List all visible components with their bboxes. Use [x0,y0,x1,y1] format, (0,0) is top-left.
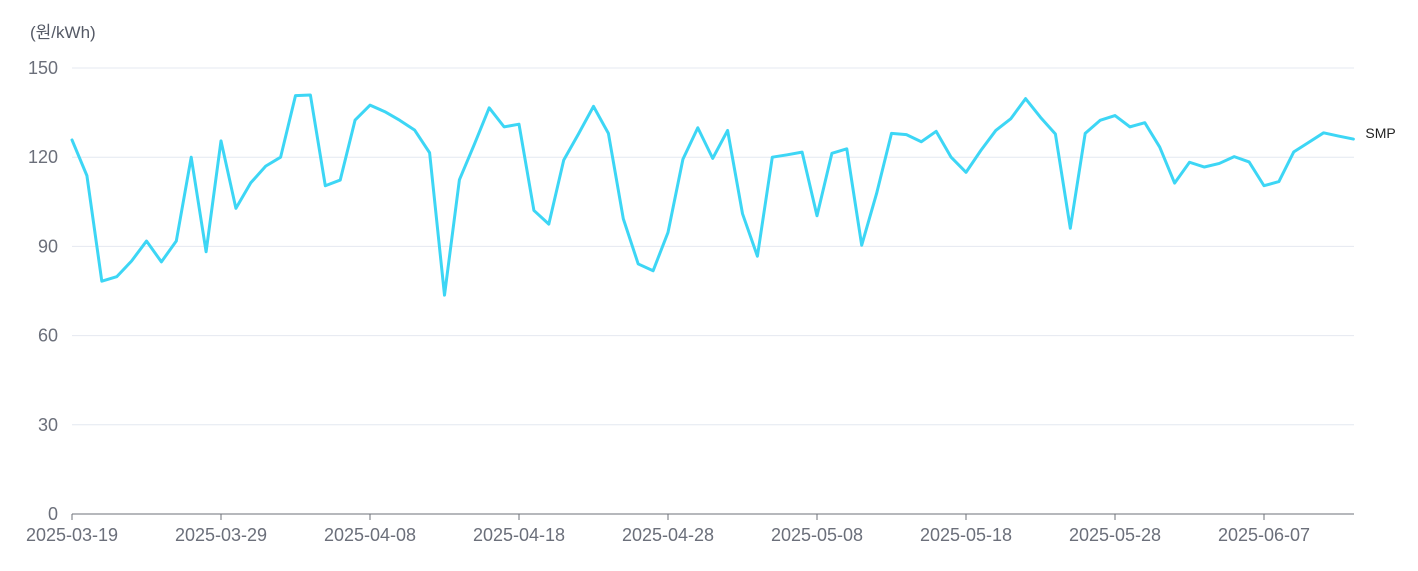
x-tick-label: 2025-06-07 [1218,525,1310,545]
series-end-label: SMP [1365,125,1395,141]
x-tick-label: 2025-04-28 [622,525,714,545]
series-line-smp [70,93,1355,297]
y-tick-label: 120 [28,147,58,167]
y-tick-label: 30 [38,415,58,435]
x-tick-label: 2025-05-08 [771,525,863,545]
y-tick-label: 0 [48,504,58,524]
x-tick-label: 2025-05-28 [1069,525,1161,545]
x-tick-label: 2025-05-18 [920,525,1012,545]
x-tick-label: 2025-04-18 [473,525,565,545]
series-layer: SMP [70,93,1396,297]
y-axis-unit-label: (원/kWh) [30,23,96,42]
y-tick-label: 60 [38,326,58,346]
x-tick-label: 2025-04-08 [324,525,416,545]
x-tick-label: 2025-03-19 [26,525,118,545]
gridlines [72,67,1354,426]
y-tick-label: 90 [38,236,58,256]
y-tick-label: 150 [28,58,58,78]
y-axis-ticks: 0 30 60 90 120 150 [28,58,58,524]
x-axis: 2025-03-19 2025-03-29 2025-04-08 2025-04-18… [26,513,1354,545]
x-tick-label: 2025-03-29 [175,525,267,545]
